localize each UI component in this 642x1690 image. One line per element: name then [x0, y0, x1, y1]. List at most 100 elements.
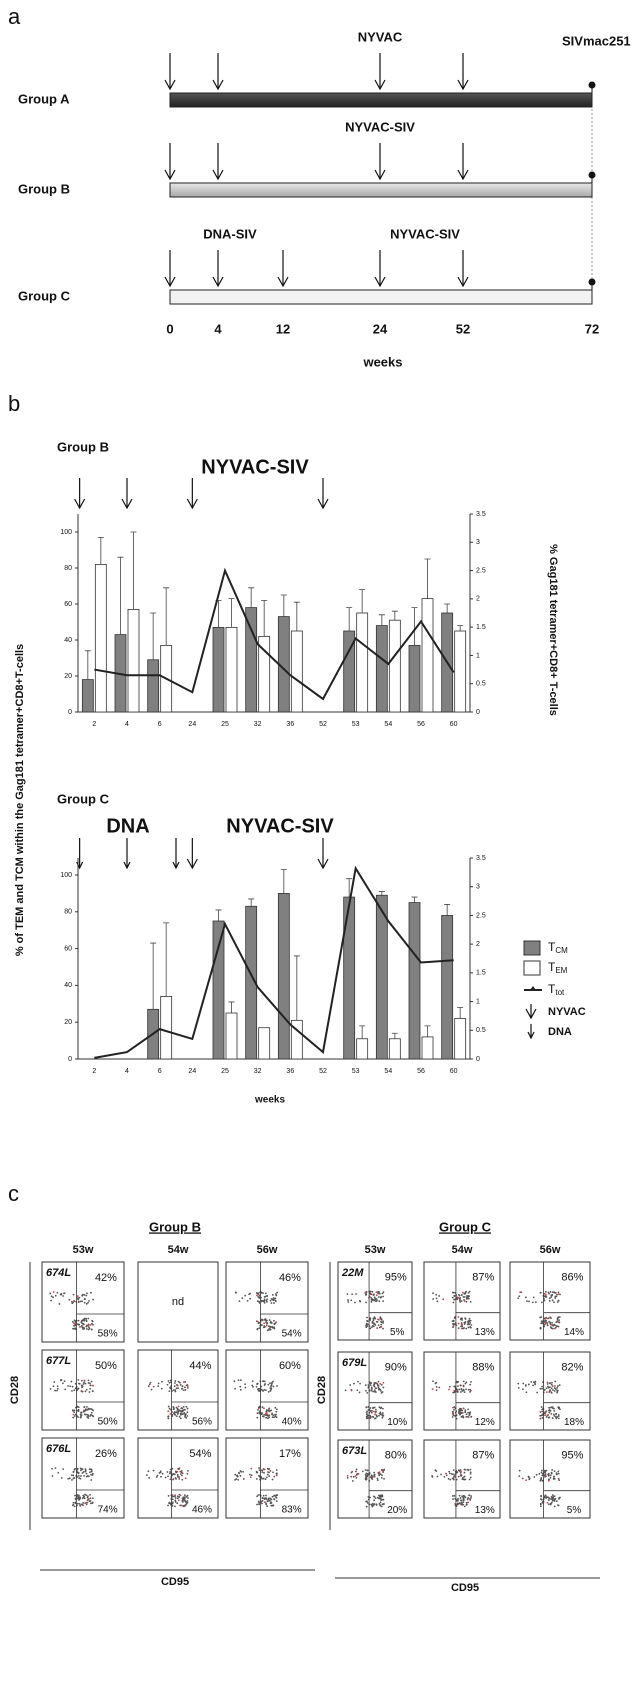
facs-dot [168, 1390, 170, 1392]
facs-dot [359, 1392, 361, 1394]
facs-dot [378, 1381, 380, 1383]
facs-dot [56, 1390, 58, 1392]
facs-dot [547, 1381, 549, 1383]
error-bar [359, 1026, 365, 1039]
facs-dot [469, 1469, 471, 1471]
legend-label: NYVAC [548, 1006, 586, 1018]
facs-dot [57, 1472, 59, 1474]
facs-dot [371, 1390, 373, 1392]
facs-dot [51, 1468, 53, 1470]
facs-dot [554, 1328, 556, 1330]
facs-dot [271, 1302, 273, 1304]
facs-dot [157, 1385, 159, 1387]
facs-dot [373, 1294, 375, 1296]
facs-dot [358, 1473, 360, 1475]
facs-dot [432, 1298, 434, 1300]
facs-dot [467, 1409, 469, 1411]
group-label: Group C [57, 791, 110, 806]
x-tick-label: 72 [585, 321, 599, 336]
facs-dot [72, 1504, 74, 1506]
facs-dot [72, 1417, 74, 1419]
facs-dot [185, 1477, 187, 1479]
facs-dot [81, 1320, 83, 1322]
facs-dot [378, 1324, 380, 1326]
facs-dot [264, 1319, 266, 1321]
facs-dot [53, 1385, 55, 1387]
facs-dot [178, 1499, 180, 1501]
bar [376, 626, 387, 712]
facs-dot [173, 1408, 175, 1410]
facs-dot [184, 1494, 186, 1496]
facs-dot [369, 1317, 371, 1319]
facs-dot [244, 1383, 246, 1385]
facs-dot [239, 1386, 241, 1388]
facs-dot [266, 1412, 268, 1414]
facs-dot [382, 1300, 384, 1302]
facs-dot [549, 1322, 551, 1324]
error-bar [261, 600, 267, 636]
facs-dot [462, 1292, 464, 1294]
facs-dot [381, 1474, 383, 1476]
facs-dot [462, 1417, 464, 1419]
facs-dot [376, 1300, 378, 1302]
facs-dot [240, 1471, 242, 1473]
facs-dot [61, 1477, 63, 1479]
facs-dot [172, 1498, 174, 1500]
facs-dot [258, 1476, 260, 1478]
group-bar [170, 93, 592, 107]
facs-dot [467, 1416, 469, 1418]
facs-dot [517, 1383, 519, 1385]
facs-dot [380, 1413, 382, 1415]
facs-dot [470, 1497, 472, 1499]
facs-dot [453, 1302, 455, 1304]
facs-dot [256, 1386, 258, 1388]
facs-dot [238, 1379, 240, 1381]
facs-dot [263, 1407, 265, 1409]
facs-dot [549, 1407, 551, 1409]
facs-dot [268, 1471, 270, 1473]
facs-dot [449, 1472, 451, 1474]
legend-label: TEM [548, 960, 568, 975]
facs-dot [370, 1297, 372, 1299]
facs-dot [180, 1407, 182, 1409]
facs-dot [373, 1411, 375, 1413]
facs-dot [263, 1322, 265, 1324]
facs-dot [466, 1298, 468, 1300]
facs-dot [461, 1495, 463, 1497]
facs-dot [553, 1301, 555, 1303]
facs-dot [374, 1418, 376, 1420]
upper-percent: 17% [279, 1448, 301, 1460]
facs-dot [79, 1383, 81, 1385]
x-axis-label: CD95 [161, 1576, 189, 1588]
facs-dot [261, 1292, 263, 1294]
facs-dot [187, 1387, 189, 1389]
facs-dot [453, 1390, 455, 1392]
facs-dot [454, 1474, 456, 1476]
facs-dot [462, 1390, 464, 1392]
facs-dot [436, 1301, 438, 1303]
bar [422, 599, 433, 712]
facs-dot [463, 1296, 465, 1298]
facs-dot [380, 1324, 382, 1326]
facs-dot [551, 1473, 553, 1475]
facs-dot [554, 1381, 556, 1383]
facs-dot [83, 1383, 85, 1385]
facs-dot [86, 1303, 88, 1305]
facs-dot [92, 1497, 94, 1499]
facs-dot [367, 1502, 369, 1504]
facs-dot [268, 1391, 270, 1393]
facs-dot [172, 1501, 174, 1503]
facs-dot [177, 1408, 179, 1410]
facs-dot [347, 1299, 349, 1301]
facs-dot [84, 1302, 86, 1304]
bar [409, 903, 420, 1059]
facs-dot [558, 1415, 560, 1417]
facs-dot [533, 1381, 535, 1383]
bar [357, 613, 368, 712]
facs-dot [92, 1324, 94, 1326]
legend-subscript: EM [555, 966, 567, 975]
facs-dot [79, 1503, 81, 1505]
y-axis-label: CD28 [9, 1376, 21, 1404]
facs-dot [89, 1415, 91, 1417]
facs-dot [169, 1502, 171, 1504]
